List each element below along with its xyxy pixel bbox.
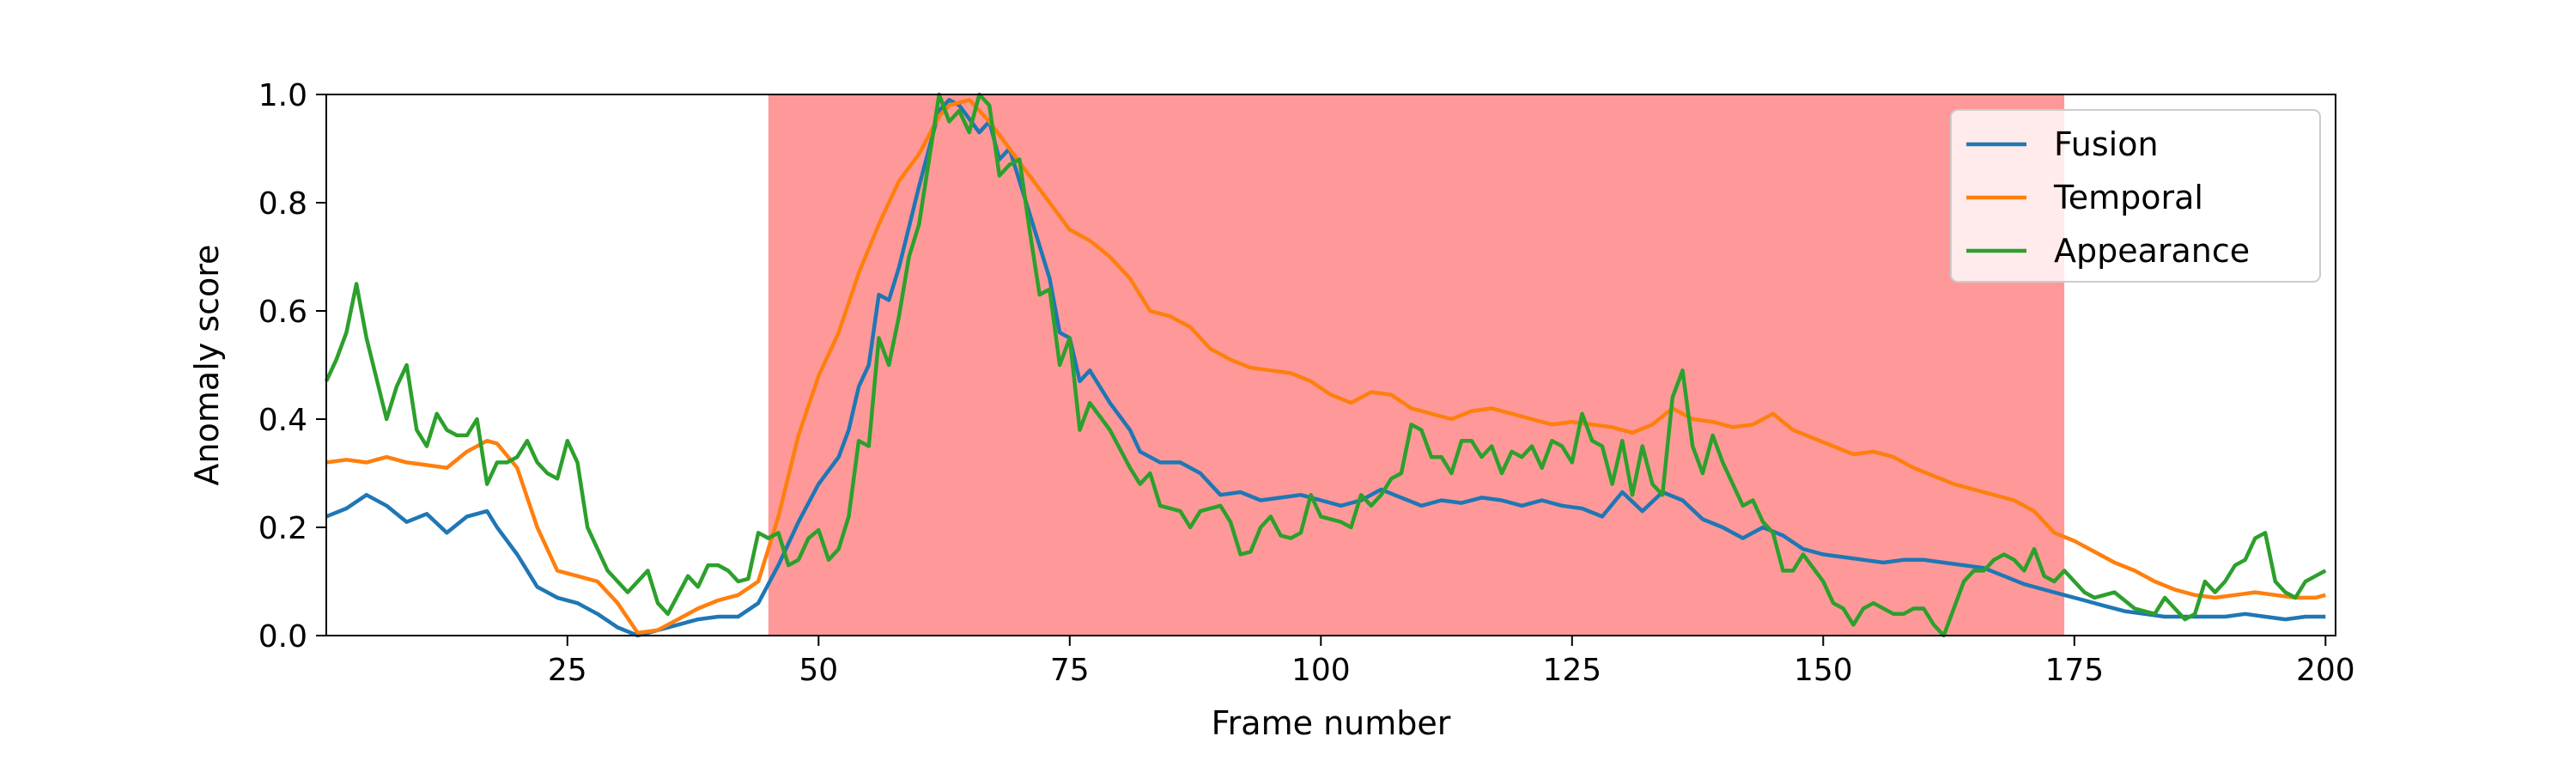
y-tick-label: 1.0: [258, 78, 307, 113]
series-line-temporal: [325, 98, 2326, 636]
x-tick-label: 50: [799, 653, 838, 688]
y-tick-label: 0.6: [258, 295, 307, 330]
legend: Fusion Temporal Appearance: [1950, 109, 2321, 283]
series-line-appearance: [324, 92, 2327, 638]
legend-box: [1950, 109, 2321, 283]
y-tick-label: 0.4: [258, 403, 307, 438]
x-tick-label: 200: [2296, 653, 2355, 688]
x-tick-label: 100: [1291, 653, 1351, 688]
y-tick-label: 0.0: [258, 619, 307, 654]
x-tick-label: 125: [1542, 653, 1601, 688]
plot-frame: [325, 94, 2336, 636]
y-tick-label: 0.2: [258, 511, 307, 546]
y-axis-title: Anomaly score: [188, 245, 226, 486]
x-axis-title: Frame number: [1212, 704, 1451, 742]
legend-label-temporal: Temporal: [2053, 179, 2203, 216]
x-tick-label: 150: [1794, 653, 1853, 688]
x-tick-label: 25: [548, 653, 587, 688]
x-tick-label: 75: [1050, 653, 1090, 688]
highlight-region: [768, 94, 2065, 636]
x-tick-label: 175: [2044, 653, 2104, 688]
legend-label-appearance: Appearance: [2054, 232, 2250, 270]
legend-label-fusion: Fusion: [2054, 125, 2159, 163]
y-tick-label: 0.8: [258, 186, 307, 222]
series-line-fusion: [325, 98, 2326, 638]
